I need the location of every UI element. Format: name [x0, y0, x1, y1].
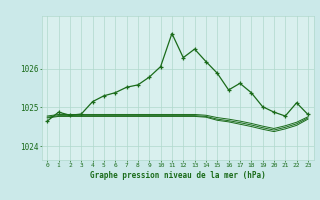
- X-axis label: Graphe pression niveau de la mer (hPa): Graphe pression niveau de la mer (hPa): [90, 171, 266, 180]
